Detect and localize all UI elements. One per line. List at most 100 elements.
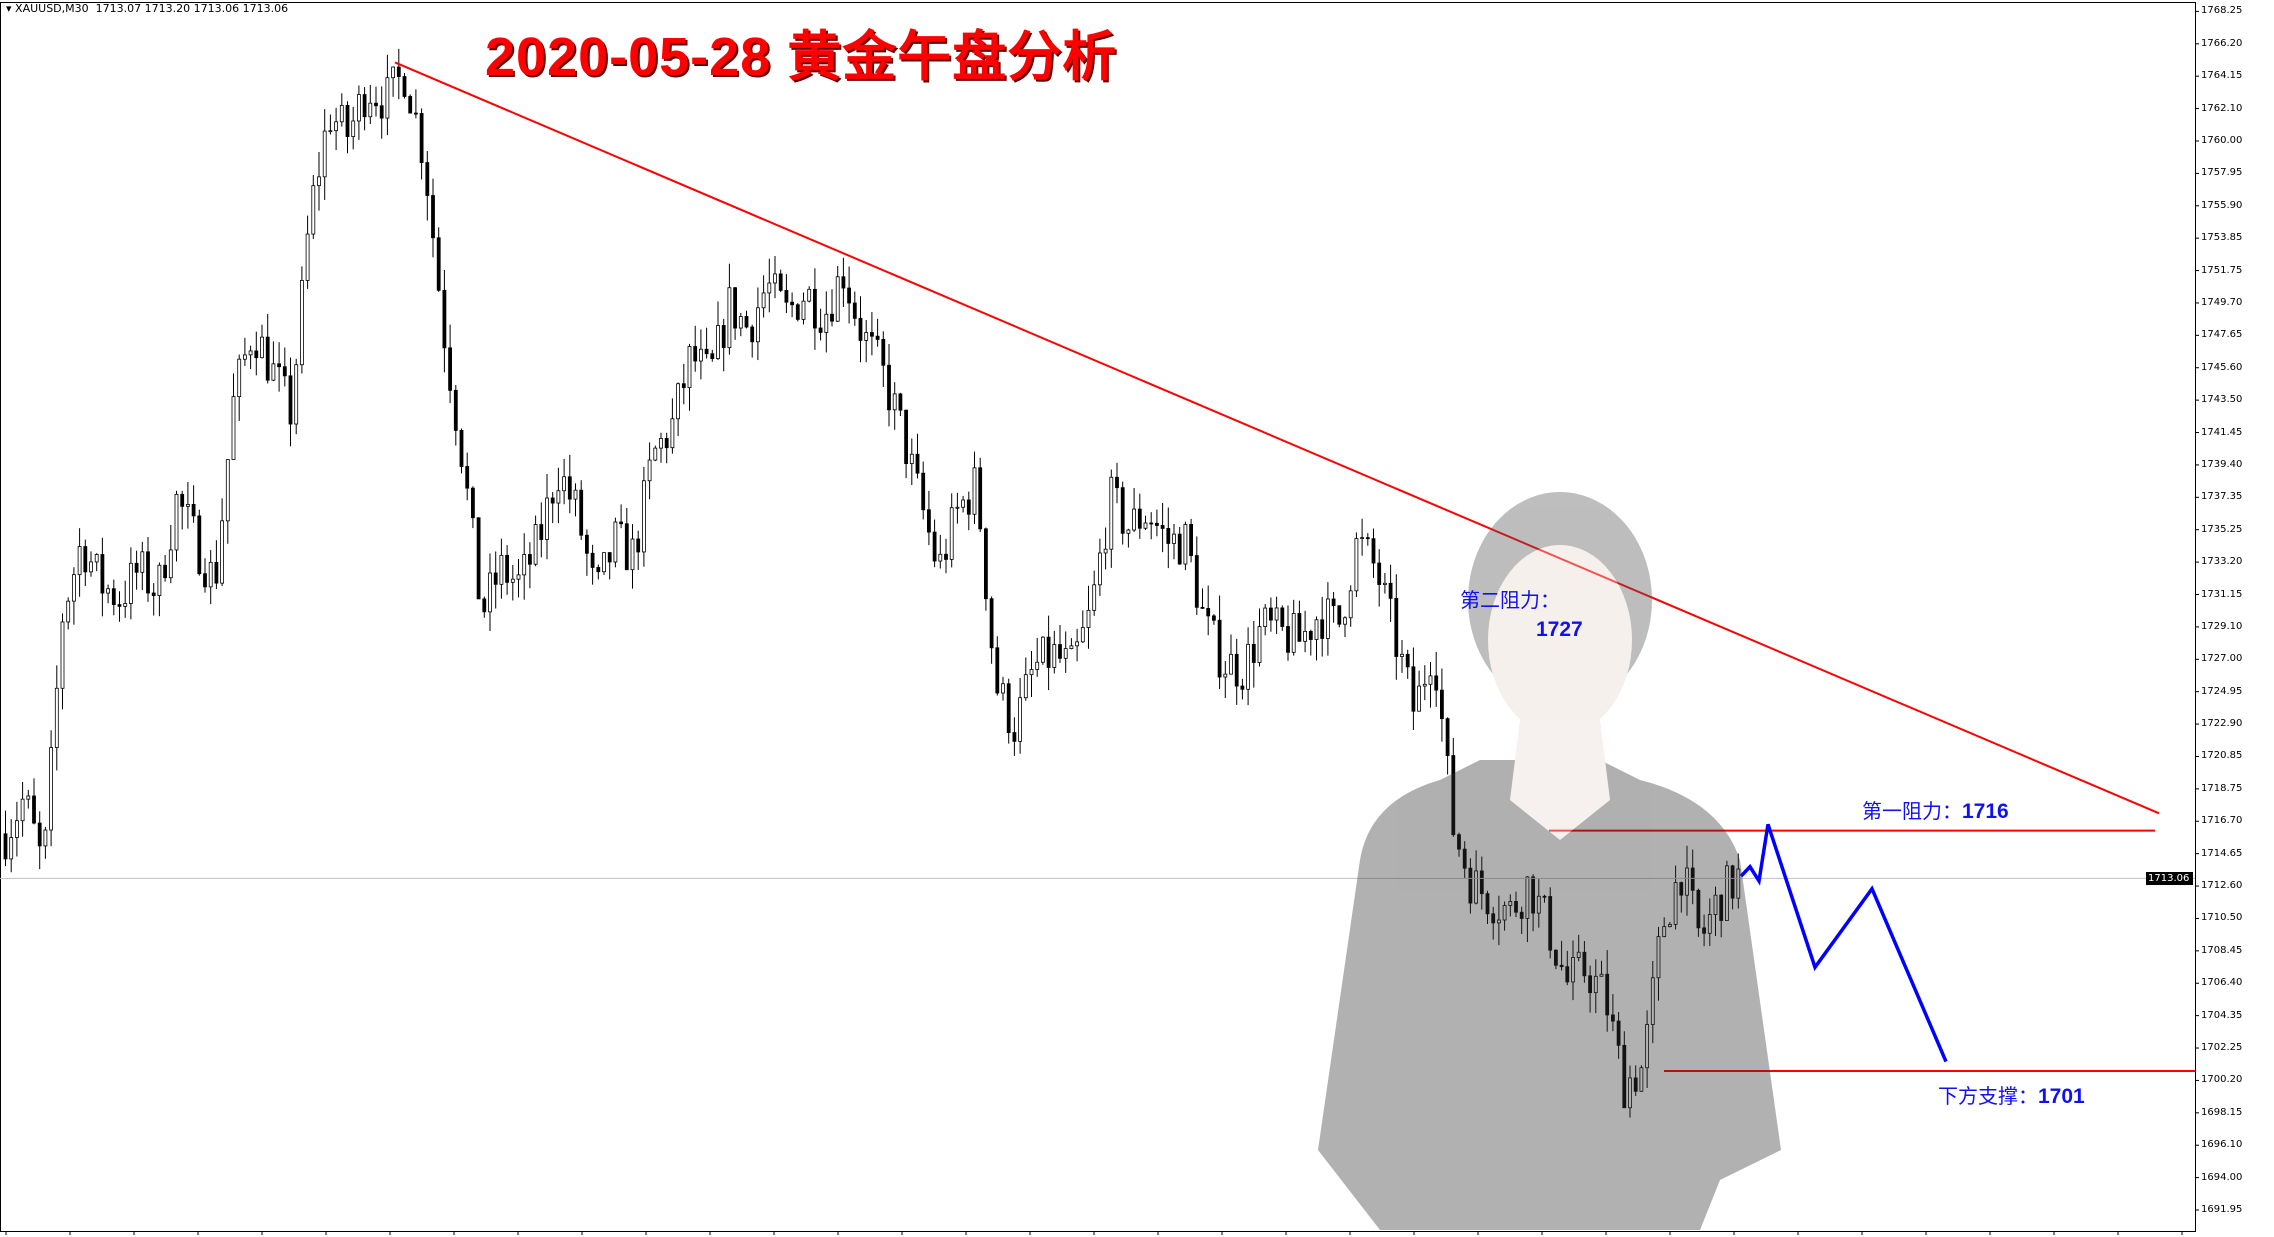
candle-bull	[1656, 936, 1661, 979]
candle-bear	[596, 567, 601, 573]
candle-bear	[1679, 882, 1684, 896]
candle-bear	[870, 332, 874, 337]
candle-bull	[89, 561, 93, 573]
candle-bear	[1046, 636, 1051, 668]
candle-bull	[1063, 648, 1068, 659]
candle-bull	[1172, 533, 1176, 544]
presenter-hair	[1468, 492, 1652, 708]
trendline	[394, 61, 2160, 815]
y-tick-label: 1747.65	[2201, 329, 2243, 341]
candle-bear	[419, 113, 424, 163]
candle-bull	[647, 459, 652, 482]
candle-bear	[795, 304, 800, 320]
candle-bear	[989, 598, 994, 649]
candle-bear	[1115, 476, 1119, 489]
candle-bear	[180, 493, 185, 507]
candle-bull	[43, 829, 48, 847]
candle-bear	[1234, 653, 1239, 687]
candle-bull	[1599, 973, 1604, 977]
candle-bull	[1001, 683, 1005, 694]
candle-bull	[676, 383, 680, 420]
candle-bull	[220, 520, 225, 584]
candle-bull	[773, 273, 777, 284]
y-tick-label: 1755.90	[2201, 199, 2243, 211]
candle-bear	[590, 552, 595, 568]
candle-bear	[1006, 683, 1011, 733]
y-tick-label: 1718.75	[2201, 782, 2243, 794]
candle-bear	[1514, 901, 1518, 913]
candle-bear	[362, 94, 367, 118]
candle-bear	[966, 499, 971, 515]
candle-bull	[368, 102, 373, 118]
candle-bull	[77, 546, 82, 576]
candle-bull	[835, 276, 840, 322]
candle-bear	[619, 521, 623, 525]
candle-bear	[1554, 949, 1558, 966]
candle-bull	[1035, 661, 1040, 670]
candle-bear	[1286, 626, 1290, 653]
candle-bull	[94, 554, 99, 563]
y-tick-label: 1757.95	[2201, 167, 2243, 179]
candle-bear	[1696, 889, 1701, 929]
candle-bear	[151, 592, 156, 596]
candle-bear	[1479, 870, 1484, 895]
candle-bull	[1673, 882, 1678, 925]
resistance1-annotation: 第一阻力：1716	[1862, 800, 2009, 823]
candle-bull	[573, 489, 578, 500]
candle-bull	[1229, 653, 1233, 675]
candle-bull	[351, 120, 356, 137]
candle-bull	[317, 176, 321, 187]
y-tick-label: 1762.10	[2201, 102, 2243, 114]
candle-bull	[1052, 644, 1057, 668]
candle-bull	[938, 553, 943, 562]
y-tick-label: 1743.50	[2201, 394, 2243, 406]
candle-bear	[1240, 685, 1245, 690]
candle-bull	[106, 588, 110, 594]
candle-bull	[961, 499, 965, 508]
candle-bear	[453, 389, 458, 431]
candle-bull	[1274, 607, 1279, 621]
candle-bull	[1343, 617, 1347, 625]
candle-bear	[117, 604, 122, 607]
candle-bull	[1263, 607, 1268, 627]
candle-bear	[1177, 533, 1182, 565]
y-tick-label: 1749.70	[2201, 296, 2243, 308]
candle-bear	[1149, 522, 1154, 525]
candle-bull	[545, 497, 549, 540]
candle-bull	[20, 798, 25, 822]
y-tick-label: 1766.20	[2201, 37, 2243, 49]
candle-bull	[824, 313, 829, 333]
dropdown-triangle-icon[interactable]: ▾	[6, 2, 12, 15]
candle-bull	[738, 316, 743, 329]
candle-bear	[1611, 1014, 1615, 1022]
candle-bull	[305, 233, 310, 281]
candle-bull	[72, 574, 76, 602]
candle-bear	[1388, 582, 1393, 599]
ohlc-values: 1713.07 1713.20 1713.06 1713.06	[95, 2, 289, 15]
candle-bear	[852, 302, 857, 319]
candle-bull	[54, 687, 59, 748]
candle-bull	[242, 354, 247, 360]
candle-bear	[442, 289, 447, 349]
candle-bear	[1462, 848, 1467, 869]
candle-bull	[955, 506, 960, 509]
candle-bull	[1639, 1067, 1644, 1092]
y-tick-label: 1700.20	[2201, 1074, 2243, 1086]
y-tick-label: 1760.00	[2201, 134, 2243, 146]
candle-bull	[756, 307, 760, 343]
candle-bear	[482, 598, 487, 613]
y-tick-label: 1745.60	[2201, 361, 2243, 373]
candle-bull	[123, 603, 128, 607]
candle-bear	[436, 237, 441, 291]
candle-bull	[391, 66, 396, 79]
candle-bear	[904, 409, 908, 465]
candle-bear	[282, 366, 287, 377]
symbol-header: ▾ XAUUSD,M30 1713.07 1713.20 1713.06 171…	[6, 2, 288, 15]
candle-bear	[1616, 1020, 1621, 1046]
candle-bear	[1702, 927, 1706, 934]
candle-bear	[374, 102, 378, 107]
candle-bear	[927, 509, 931, 533]
candle-bull	[1348, 590, 1353, 619]
candle-bull	[1109, 476, 1114, 550]
